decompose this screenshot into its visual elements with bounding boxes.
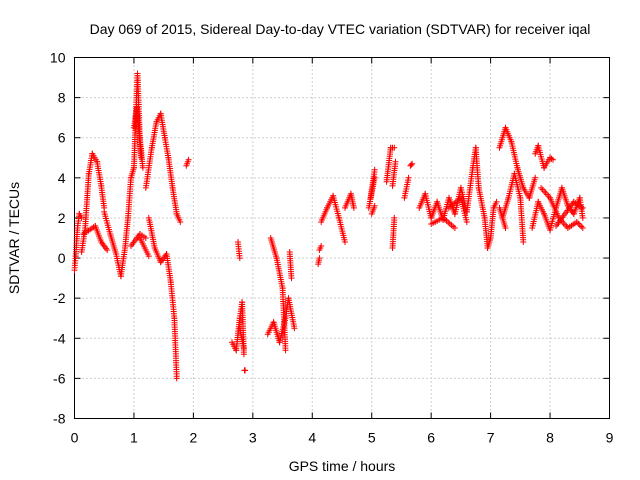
plot-frame bbox=[74, 57, 610, 419]
x-tick-label: 5 bbox=[368, 430, 376, 446]
data-point bbox=[240, 351, 247, 358]
data-point bbox=[138, 154, 145, 161]
y-tick-label: -8 bbox=[53, 411, 66, 427]
data-point bbox=[502, 225, 509, 231]
y-tick-label: -2 bbox=[53, 290, 66, 306]
y-tick-label: 6 bbox=[58, 130, 66, 146]
y-tick-label: -6 bbox=[53, 370, 66, 386]
data-point bbox=[409, 160, 416, 167]
data-point bbox=[579, 225, 586, 231]
data-point bbox=[392, 158, 399, 165]
x-axis-label: GPS time / hours bbox=[289, 458, 396, 474]
y-tick-label: 10 bbox=[50, 50, 66, 66]
data-point bbox=[532, 174, 539, 181]
x-tick-label: 9 bbox=[606, 430, 614, 446]
x-tick-label: 2 bbox=[189, 430, 197, 446]
data-point bbox=[240, 345, 247, 352]
chart-title: Day 069 of 2015, Sidereal Day-to-day VTE… bbox=[90, 21, 591, 37]
data-point bbox=[408, 161, 415, 168]
x-tick-label: 6 bbox=[427, 430, 435, 446]
data-point bbox=[371, 202, 378, 209]
data-point bbox=[177, 219, 184, 225]
y-tick-label: 4 bbox=[58, 170, 66, 186]
x-tick-label: 3 bbox=[249, 430, 257, 446]
data-point bbox=[342, 239, 348, 245]
y-tick-label: 8 bbox=[58, 90, 66, 106]
y-tick-label: -4 bbox=[53, 330, 66, 346]
data-point bbox=[282, 347, 289, 354]
x-tick-label: 8 bbox=[546, 430, 554, 446]
data-point bbox=[78, 214, 85, 221]
data-point bbox=[578, 223, 585, 230]
data-point bbox=[185, 156, 192, 163]
x-tick-label: 1 bbox=[130, 430, 138, 446]
y-axis-ticks: -8 -6 -4 -2 0 2 4 6 8 10 bbox=[50, 50, 610, 427]
x-tick-label: 7 bbox=[487, 430, 495, 446]
data-point bbox=[579, 214, 586, 221]
data-point bbox=[139, 164, 146, 171]
data-point bbox=[145, 253, 152, 260]
data-point bbox=[463, 219, 470, 225]
data-point bbox=[104, 247, 111, 253]
data-point bbox=[142, 235, 149, 241]
data-point bbox=[236, 255, 243, 262]
data-point bbox=[520, 239, 527, 245]
x-tick-label: 0 bbox=[71, 430, 79, 446]
y-tick-label: 0 bbox=[58, 250, 66, 266]
data-point bbox=[288, 275, 295, 282]
x-axis-ticks: 0 1 2 3 4 5 6 7 8 9 bbox=[71, 57, 614, 446]
data-point bbox=[575, 220, 582, 227]
data-points bbox=[71, 70, 586, 382]
data-point bbox=[451, 225, 458, 231]
data-point bbox=[350, 204, 357, 211]
data-point bbox=[318, 243, 325, 249]
data-point bbox=[550, 156, 556, 163]
data-point bbox=[391, 214, 398, 221]
data-point bbox=[493, 198, 500, 205]
data-point bbox=[316, 255, 323, 262]
data-point bbox=[579, 204, 586, 211]
grid-lines bbox=[74, 57, 610, 419]
data-point bbox=[291, 325, 298, 332]
data-point bbox=[242, 367, 249, 374]
data-point bbox=[371, 166, 378, 173]
data-point bbox=[391, 144, 398, 151]
data-point bbox=[405, 174, 412, 181]
data-point bbox=[173, 375, 180, 382]
y-tick-label: 2 bbox=[58, 210, 66, 226]
y-axis-label: SDTVAR / TECUs bbox=[6, 182, 22, 294]
x-tick-label: 4 bbox=[308, 430, 316, 446]
